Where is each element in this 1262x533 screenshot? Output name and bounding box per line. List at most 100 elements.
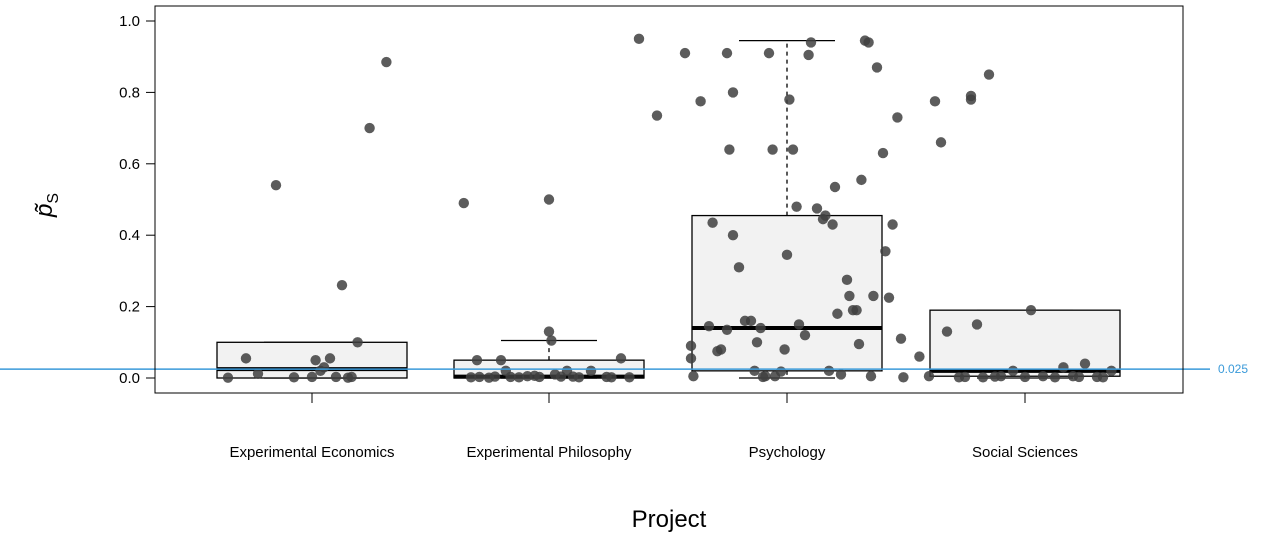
data-point-experimental-philosophy xyxy=(543,194,555,205)
data-point-experimental-philosophy xyxy=(458,197,469,209)
data-point-psychology xyxy=(727,230,739,241)
data-point-psychology xyxy=(863,37,874,48)
data-point-experimental-philosophy xyxy=(534,371,545,383)
data-point-psychology xyxy=(679,47,691,59)
data-point-social-sciences xyxy=(1007,365,1019,377)
data-point-experimental-economics xyxy=(381,56,392,68)
data-point-psychology xyxy=(763,47,775,59)
data-point-experimental-economics xyxy=(318,362,330,373)
data-point-experimental-economics xyxy=(364,122,375,134)
data-point-psychology xyxy=(787,144,799,155)
data-point-social-sciences xyxy=(929,96,941,107)
x-axis-title: Project xyxy=(632,506,707,533)
data-point-social-sciences xyxy=(923,371,935,382)
data-point-experimental-philosophy xyxy=(585,365,597,377)
data-point-experimental-economics xyxy=(240,353,252,364)
data-point-experimental-economics xyxy=(252,368,264,379)
data-point-psychology xyxy=(877,147,889,159)
reference-line-label: 0.025 xyxy=(1218,362,1248,376)
data-point-psychology xyxy=(760,371,771,382)
data-point-psychology xyxy=(892,112,903,123)
data-point-psychology xyxy=(721,324,733,336)
data-point-psychology xyxy=(793,319,805,330)
data-point-psychology xyxy=(823,365,835,377)
data-point-psychology xyxy=(799,329,811,341)
data-point-experimental-philosophy xyxy=(573,372,585,383)
data-point-psychology xyxy=(865,371,877,382)
y-tick-label: 0.6 xyxy=(119,156,140,173)
data-point-psychology xyxy=(685,340,697,352)
data-point-experimental-economics xyxy=(222,372,234,383)
data-point-psychology xyxy=(880,246,891,257)
data-point-social-sciences xyxy=(1073,371,1085,383)
data-point-experimental-philosophy xyxy=(495,354,507,366)
box-social-sciences xyxy=(929,309,1121,377)
data-point-psychology xyxy=(715,344,727,355)
x-tick-label: Social Sciences xyxy=(972,444,1078,461)
data-point-experimental-economics xyxy=(288,372,300,383)
data-point-social-sciences xyxy=(1097,372,1109,383)
data-point-psychology xyxy=(751,337,763,348)
data-point-psychology xyxy=(883,292,895,303)
x-axis: Experimental Economics Experimental Philo… xyxy=(229,393,1078,461)
data-point-social-sciences xyxy=(983,69,995,80)
data-point-experimental-economics xyxy=(346,371,357,383)
data-point-psychology xyxy=(749,365,760,377)
data-point-experimental-philosophy xyxy=(474,371,485,383)
data-point-psychology xyxy=(856,174,867,186)
data-point-experimental-philosophy xyxy=(465,372,477,383)
data-point-social-sciences xyxy=(995,371,1007,382)
data-point-psychology xyxy=(721,47,733,59)
data-point-experimental-economics xyxy=(352,337,363,348)
data-point-psychology xyxy=(791,201,802,212)
data-point-social-sciences xyxy=(977,372,989,383)
data-point-social-sciences xyxy=(1037,371,1049,382)
data-point-social-sciences xyxy=(1025,304,1037,316)
data-point-psychology xyxy=(871,62,883,73)
data-point-psychology xyxy=(803,49,814,61)
data-point-psychology xyxy=(724,144,735,155)
data-point-psychology xyxy=(784,94,795,105)
data-point-psychology xyxy=(868,290,879,302)
data-point-experimental-philosophy xyxy=(615,353,627,364)
data-point-psychology xyxy=(829,181,841,193)
data-point-experimental-philosophy xyxy=(606,372,617,383)
data-point-psychology xyxy=(827,219,838,230)
data-point-experimental-economics xyxy=(270,180,282,191)
data-point-experimental-economics xyxy=(336,279,348,291)
data-point-psychology xyxy=(727,87,739,98)
data-point-experimental-philosophy xyxy=(546,335,557,346)
data-point-psychology xyxy=(895,333,907,344)
data-point-psychology xyxy=(898,372,909,383)
data-point-psychology xyxy=(844,290,855,302)
data-point-social-sciences xyxy=(965,90,977,102)
data-point-experimental-philosophy xyxy=(624,372,635,383)
data-point-psychology xyxy=(779,344,790,355)
data-point-experimental-philosophy xyxy=(471,354,483,366)
x-tick-label: Experimental Economics xyxy=(229,444,394,461)
data-point-psychology xyxy=(820,210,831,221)
data-point-psychology xyxy=(733,262,745,273)
data-point-social-sciences xyxy=(1058,362,1069,373)
y-tick-label: 0.8 xyxy=(119,84,140,101)
data-point-experimental-philosophy xyxy=(505,371,516,383)
data-point-psychology xyxy=(688,371,699,382)
data-point-psychology xyxy=(695,96,706,107)
data-point-experimental-economics xyxy=(324,353,336,364)
data-point-psychology xyxy=(853,338,865,350)
x-tick-label: Experimental Philosophy xyxy=(466,444,632,461)
data-point-social-sciences xyxy=(971,319,983,330)
y-axis: 0.0 0.2 0.4 0.6 0.8 1.0 xyxy=(119,13,156,387)
y-axis-title: p̃S xyxy=(31,193,62,218)
y-axis-title-main: p̃ xyxy=(31,203,58,218)
data-point-social-sciences xyxy=(935,137,947,148)
y-tick-label: 1.0 xyxy=(119,13,140,30)
reference-line-layer: 0.025 xyxy=(0,362,1248,376)
data-point-psychology xyxy=(887,219,898,230)
x-tick-label: Psychology xyxy=(749,444,826,461)
data-point-psychology xyxy=(707,217,718,228)
y-tick-label: 0.0 xyxy=(119,370,140,387)
data-point-experimental-philosophy xyxy=(513,372,525,383)
data-point-experimental-economics xyxy=(310,354,321,366)
